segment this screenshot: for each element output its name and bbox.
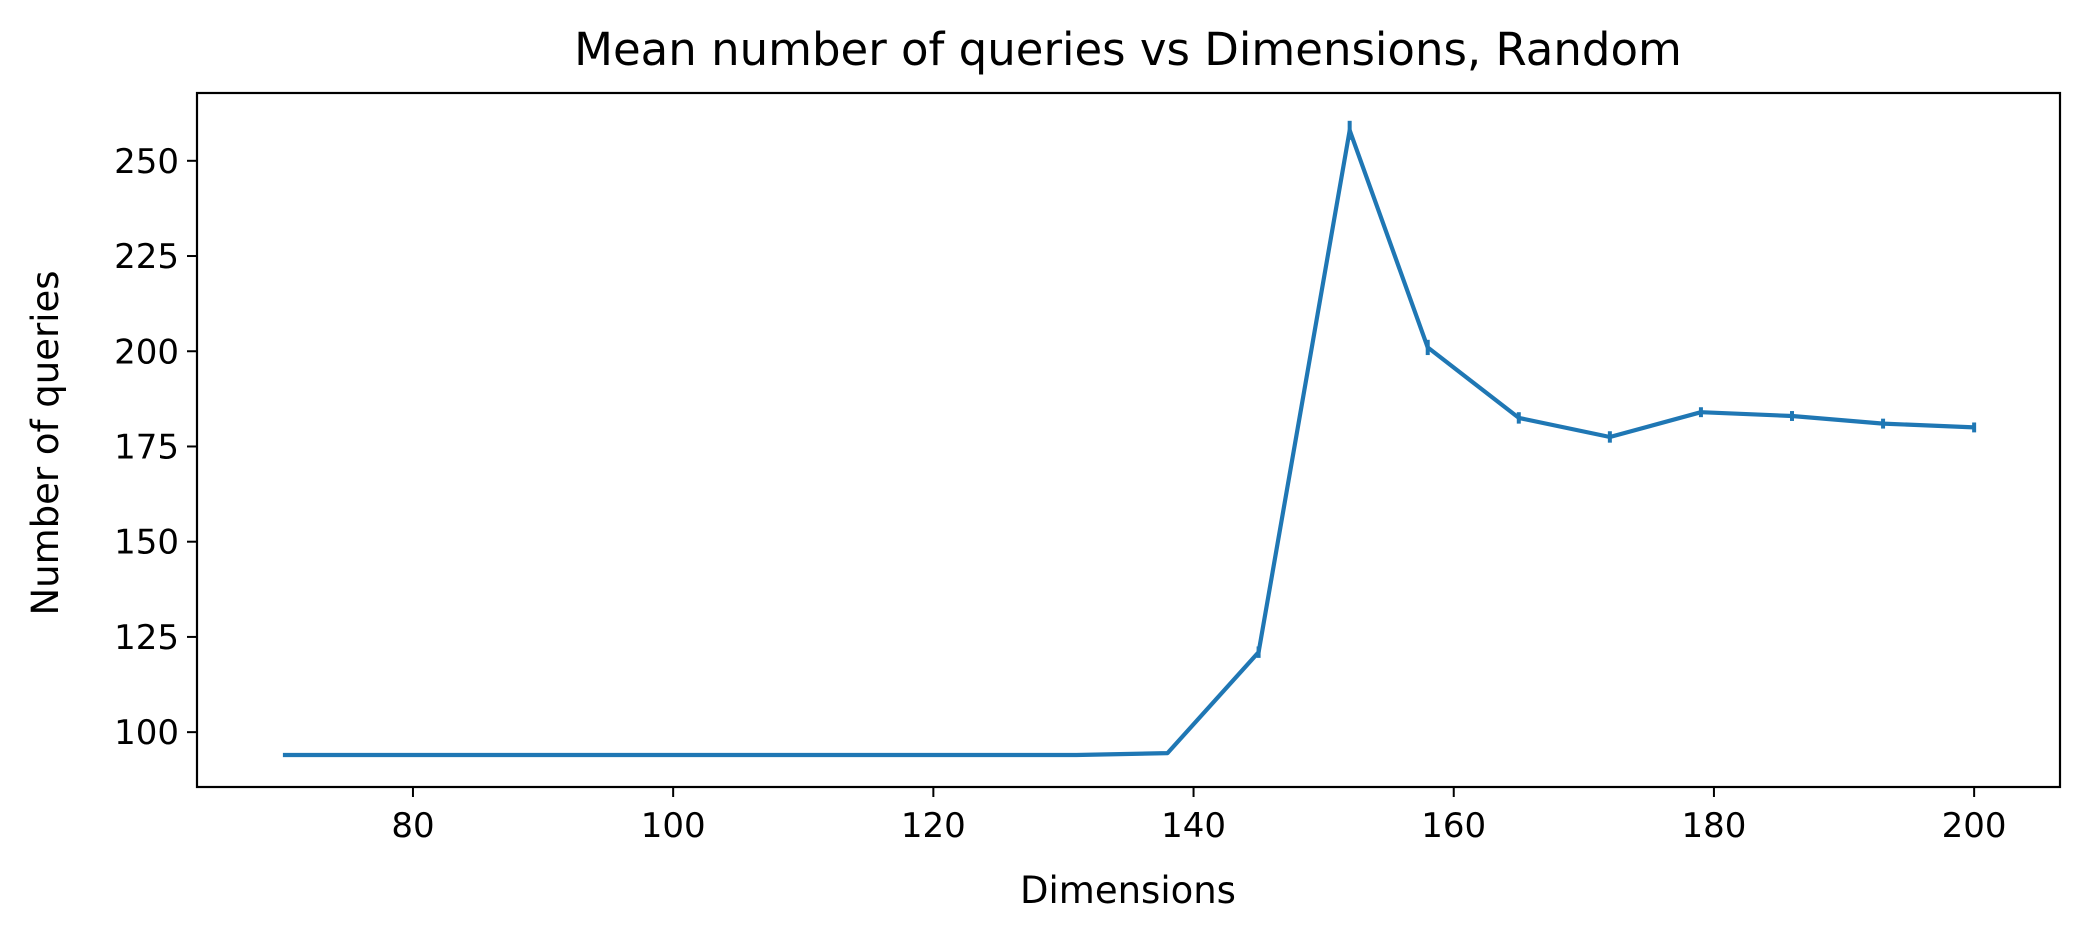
x-tick-label: 100: [641, 806, 706, 846]
y-axis-label: Number of queries: [24, 270, 67, 615]
y-axis-ticks: 100 125 150 175 200 225 250: [114, 142, 197, 753]
x-tick-label: 200: [1942, 806, 2007, 846]
y-tick-label: 225: [114, 237, 179, 277]
y-tick-label: 125: [114, 618, 179, 658]
x-tick-label: 160: [1421, 806, 1486, 846]
x-tick-label: 140: [1161, 806, 1226, 846]
series-line: [282, 128, 1975, 758]
chart-title: Mean number of queries vs Dimensions, Ra…: [574, 23, 1682, 76]
x-axis-label: Dimensions: [1020, 869, 1236, 912]
x-tick-label: 120: [901, 806, 966, 846]
x-tick-label: 180: [1681, 806, 1746, 846]
plot-area: [282, 120, 1977, 758]
plot-frame: [195, 91, 2062, 789]
x-tick-label: 80: [391, 806, 434, 846]
error-bars: [1256, 120, 1977, 658]
y-tick-label: 200: [114, 332, 179, 372]
x-axis-ticks: 80 100 120 140 160 180 200: [391, 787, 2007, 846]
y-tick-label: 175: [114, 427, 179, 467]
y-tick-label: 250: [114, 142, 179, 182]
y-tick-label: 150: [114, 523, 179, 563]
y-tick-label: 100: [114, 713, 179, 753]
